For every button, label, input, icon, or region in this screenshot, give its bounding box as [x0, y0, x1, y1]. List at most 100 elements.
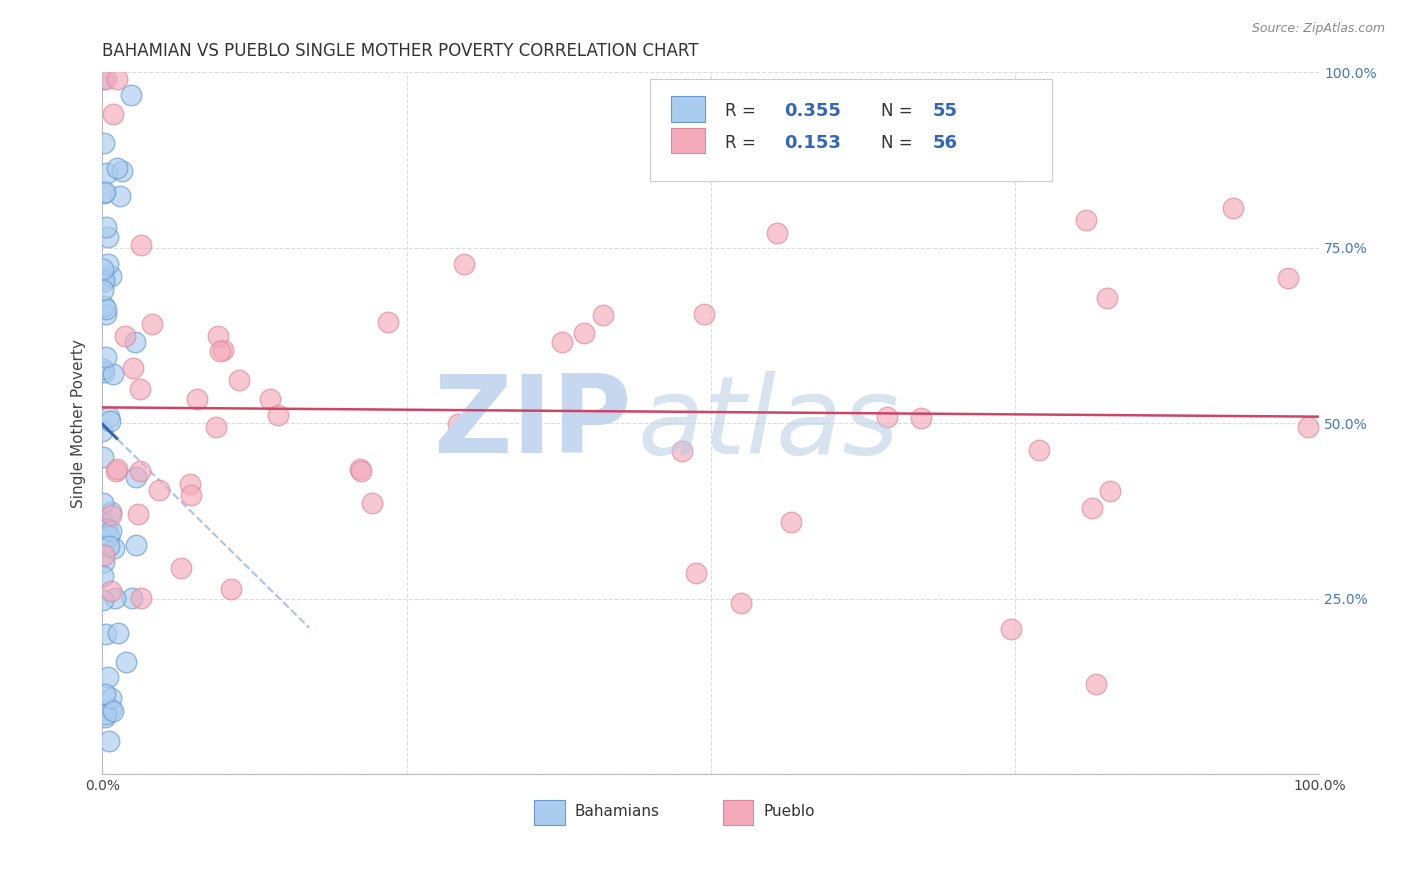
Point: [97, 409, 120, 424]
Point: [93, 261, 115, 276]
Point: [685, 566, 707, 580]
Point: [93, 136, 115, 150]
Point: [124, 334, 146, 349]
Point: [179, 477, 201, 491]
Point: [96, 523, 118, 537]
Point: [1277, 270, 1299, 285]
Point: [100, 702, 122, 716]
Point: [96, 166, 118, 180]
Point: [94, 307, 117, 321]
Point: [111, 163, 134, 178]
Point: [1081, 500, 1104, 515]
Point: [93, 299, 115, 313]
Point: [100, 505, 122, 519]
Point: [121, 361, 143, 376]
Point: [1099, 483, 1122, 498]
Point: [97, 257, 120, 271]
Point: [94, 351, 117, 365]
Point: [94, 627, 117, 641]
Point: [1296, 420, 1319, 434]
Point: [205, 419, 228, 434]
Point: [103, 367, 125, 381]
Point: [93, 515, 115, 529]
Point: [103, 107, 125, 121]
Point: [170, 561, 193, 575]
Point: [129, 591, 152, 605]
Text: Bahamians: Bahamians: [575, 805, 659, 820]
Point: [98, 734, 121, 748]
Point: [766, 227, 789, 241]
Text: R =: R =: [725, 134, 762, 152]
Point: [228, 373, 250, 387]
Point: [93, 185, 115, 199]
Bar: [671, 128, 704, 153]
Text: 0.355: 0.355: [785, 102, 841, 120]
Point: [93, 450, 115, 464]
Text: Pueblo: Pueblo: [763, 805, 814, 820]
Point: [103, 541, 125, 555]
Point: [127, 508, 149, 522]
Point: [100, 691, 122, 706]
Point: [592, 308, 614, 322]
Point: [121, 591, 143, 606]
Point: [186, 392, 208, 406]
Point: [1095, 291, 1118, 305]
Point: [125, 538, 148, 552]
Point: [100, 524, 122, 539]
Point: [453, 257, 475, 271]
Point: [93, 555, 115, 569]
Point: [91, 424, 114, 438]
Point: [349, 462, 371, 476]
Y-axis label: Single Mother Poverty: Single Mother Poverty: [72, 339, 86, 508]
Point: [91, 593, 114, 607]
Point: [910, 410, 932, 425]
Point: [259, 392, 281, 406]
Point: [93, 274, 115, 288]
Point: [219, 582, 242, 597]
Point: [730, 596, 752, 610]
Point: [211, 343, 233, 357]
Point: [105, 72, 128, 87]
Point: [141, 318, 163, 332]
Point: [97, 229, 120, 244]
Point: [349, 464, 371, 478]
Point: [100, 508, 122, 523]
Point: [129, 464, 152, 478]
FancyBboxPatch shape: [650, 79, 1052, 181]
Text: 0.153: 0.153: [785, 134, 841, 152]
Point: [91, 496, 114, 510]
Text: atlas: atlas: [638, 371, 900, 475]
Point: [100, 584, 122, 599]
Point: [93, 549, 115, 563]
Point: [98, 529, 121, 543]
Point: [105, 464, 128, 478]
Point: [114, 656, 136, 670]
Bar: [723, 800, 754, 824]
Point: [180, 488, 202, 502]
Point: [94, 687, 117, 701]
Point: [1028, 442, 1050, 457]
Bar: [534, 800, 565, 824]
Point: [91, 568, 114, 582]
Point: [104, 591, 127, 605]
Point: [207, 329, 229, 343]
Point: [1084, 677, 1107, 691]
Point: [94, 72, 117, 87]
Bar: [671, 96, 704, 121]
Point: [94, 706, 117, 721]
Point: [98, 414, 121, 428]
Point: [671, 444, 693, 458]
Point: [779, 516, 801, 530]
Point: [91, 283, 114, 297]
Point: [572, 326, 595, 340]
Text: 55: 55: [932, 102, 957, 120]
Point: [1000, 622, 1022, 636]
Text: 56: 56: [932, 134, 957, 152]
Point: [1222, 201, 1244, 215]
Text: Source: ZipAtlas.com: Source: ZipAtlas.com: [1251, 22, 1385, 36]
Text: N =: N =: [882, 102, 918, 120]
Point: [447, 417, 470, 431]
Point: [108, 189, 131, 203]
Point: [107, 625, 129, 640]
Text: BAHAMIAN VS PUEBLO SINGLE MOTHER POVERTY CORRELATION CHART: BAHAMIAN VS PUEBLO SINGLE MOTHER POVERTY…: [103, 42, 699, 60]
